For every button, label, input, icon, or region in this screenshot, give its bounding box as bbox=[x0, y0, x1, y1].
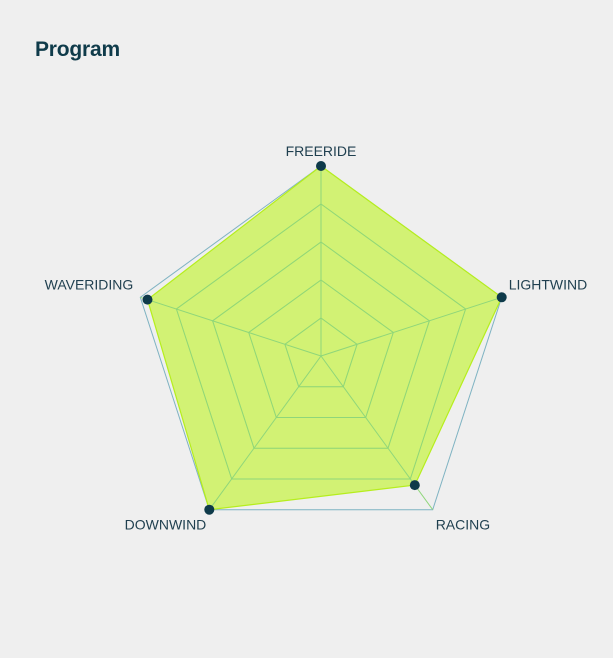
spoke-waveriding bbox=[140, 296, 322, 357]
axis-label-freeride: FREERIDE bbox=[286, 143, 357, 159]
data-point-waveriding[interactable] bbox=[142, 294, 153, 305]
grid-ring-overlay-3 bbox=[212, 241, 430, 449]
spoke-downwind bbox=[208, 355, 322, 510]
data-point-freeride[interactable] bbox=[316, 161, 326, 171]
axis-label-racing: RACING bbox=[436, 517, 490, 533]
axis-label-lightwind: LIGHTWIND bbox=[509, 276, 588, 292]
data-point-racing[interactable] bbox=[409, 480, 420, 491]
grid-ring-overlay-1 bbox=[284, 317, 358, 388]
data-area bbox=[146, 165, 503, 511]
grid-ring-overlay-4 bbox=[175, 203, 467, 480]
chart-title: Program bbox=[35, 38, 120, 61]
radar-data-points bbox=[142, 161, 507, 515]
axis-label-downwind: DOWNWIND bbox=[125, 517, 207, 533]
data-point-lightwind[interactable] bbox=[496, 292, 507, 303]
grid-ring-overlay-2 bbox=[248, 279, 394, 418]
spoke-lightwind bbox=[320, 296, 502, 357]
data-point-downwind[interactable] bbox=[204, 504, 215, 515]
radar-axis-labels: FREERIDE LIGHTWIND RACING DOWNWIND WAVERIDIN… bbox=[45, 143, 588, 533]
radar-data-area bbox=[146, 165, 503, 511]
axis-label-waveriding: WAVERIDING bbox=[45, 276, 134, 292]
